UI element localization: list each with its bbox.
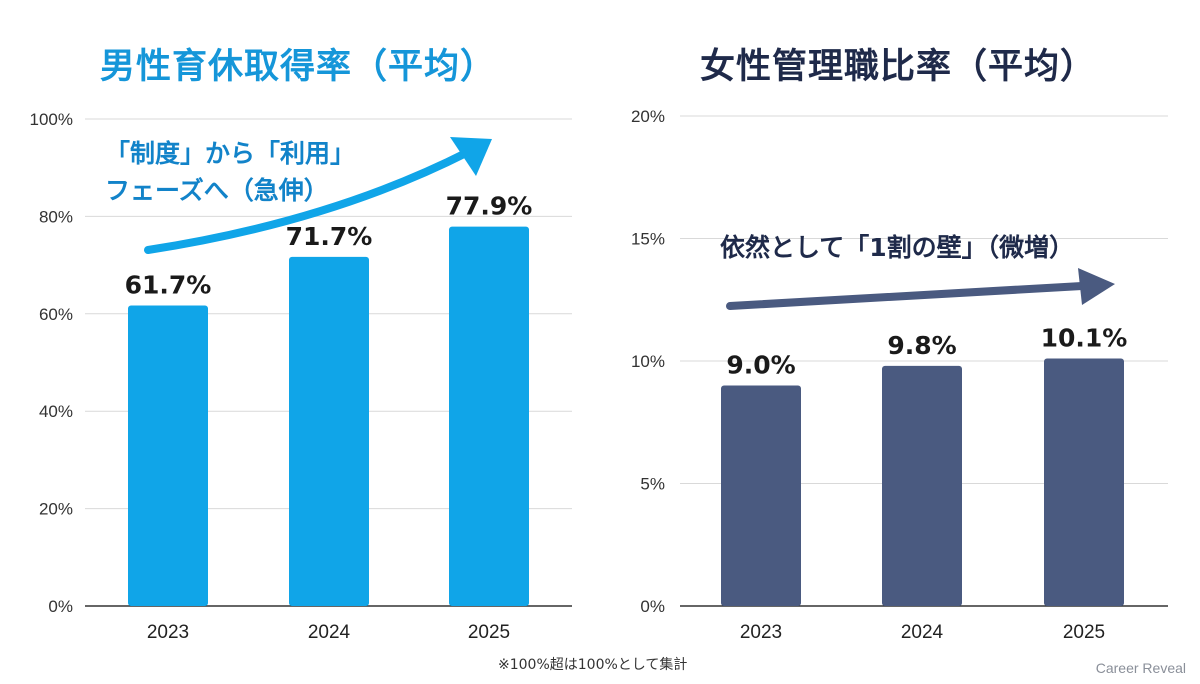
x-tick-label: 2024: [308, 622, 351, 643]
y-tick-label: 20%: [39, 500, 73, 519]
bar-2023: [128, 305, 208, 606]
x-tick-label: 2023: [147, 622, 189, 643]
bar-2025: [449, 226, 529, 606]
bar-2025: [1044, 358, 1124, 606]
bar-2024: [289, 256, 369, 606]
data-label: 9.8%: [887, 331, 956, 360]
annotation-line-1: 「制度」から「利用」: [105, 139, 356, 168]
y-tick-label: 100%: [30, 110, 73, 129]
annotation-line-2: フェーズへ（急伸）: [105, 176, 329, 205]
y-tick-label: 0%: [640, 597, 665, 616]
right-chart-title: 女性管理職比率（平均）: [700, 47, 1097, 87]
paternity-leave-chart: 0% 20% 40% 60% 80% 100% 61.7% 2023 71.7% 2024 77.9…: [30, 110, 572, 643]
bar-2023: [721, 385, 801, 606]
brand-logo-text: Career Reveal: [1095, 660, 1186, 676]
data-label: 9.0%: [726, 351, 795, 380]
footnote: ※100%超は100%として集計: [498, 657, 688, 673]
y-tick-label: 80%: [39, 207, 73, 226]
data-label: 10.1%: [1041, 324, 1128, 353]
y-tick-label: 40%: [39, 402, 73, 421]
y-tick-label: 10%: [631, 352, 665, 371]
left-chart-annotation: 「制度」から「利用」 フェーズへ（急伸）: [105, 135, 355, 209]
bar-2024: [882, 365, 962, 606]
trend-arrow-head: [1078, 268, 1115, 305]
data-label: 71.7%: [286, 222, 373, 251]
y-tick-label: 20%: [631, 107, 665, 126]
y-tick-label: 5%: [640, 475, 665, 494]
x-tick-label: 2025: [468, 622, 510, 643]
y-tick-label: 15%: [631, 230, 665, 249]
y-tick-label: 60%: [39, 305, 73, 324]
x-tick-label: 2024: [901, 622, 944, 643]
x-tick-label: 2023: [740, 622, 782, 643]
x-tick-label: 2025: [1063, 622, 1105, 643]
y-tick-label: 0%: [48, 597, 73, 616]
trend-arrow-shaft: [144, 148, 472, 254]
right-chart-annotation: 依然として「1割の壁」（微増）: [720, 233, 1075, 262]
data-label: 77.9%: [446, 192, 533, 221]
trend-arrow-shaft: [726, 282, 1086, 310]
data-label: 61.7%: [125, 271, 212, 300]
left-chart-title: 男性育休取得率（平均）: [100, 47, 497, 87]
trend-arrow-head: [450, 137, 492, 176]
